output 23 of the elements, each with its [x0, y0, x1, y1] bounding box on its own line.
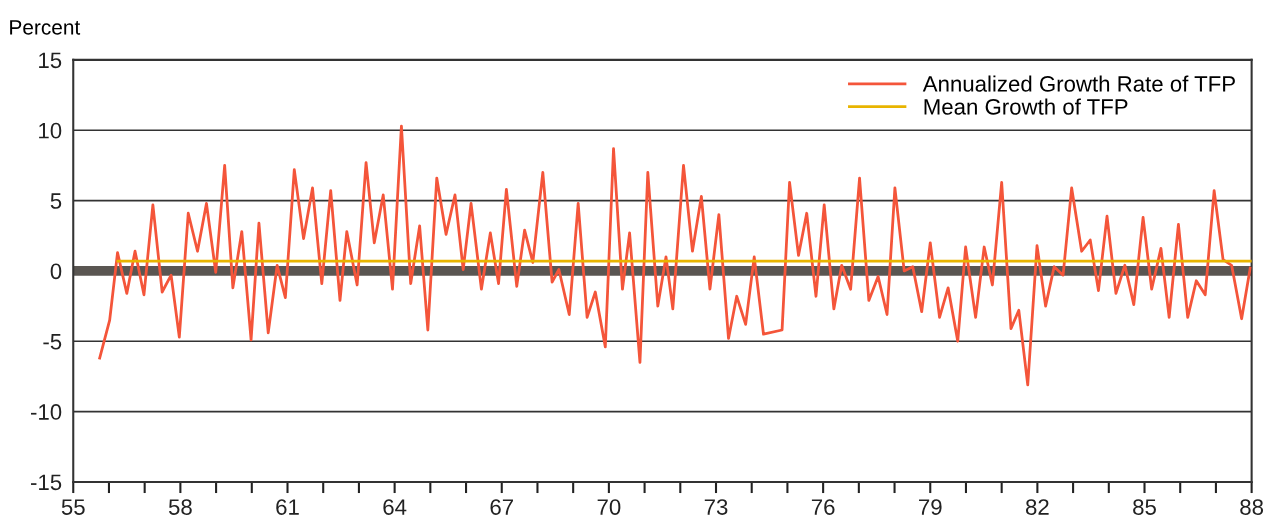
x-tick-label: 64 [383, 499, 407, 515]
line-series [98, 124, 1252, 387]
y-tick-label: 10 [39, 122, 62, 139]
y-tick-label: -10 [31, 404, 62, 420]
y-axis-title: Percent [10, 20, 81, 35]
x-tick-label: 73 [704, 499, 728, 515]
x-tick-label: 82 [1025, 499, 1049, 515]
y-tick-label: 0 [50, 263, 62, 280]
x-tick-label: 88 [1240, 499, 1263, 515]
x-tick-label: 76 [811, 499, 835, 515]
x-tick-label: 55 [61, 499, 85, 515]
x-tick-label: 58 [168, 499, 192, 515]
legend-label: Annualized Growth Rate of TFP [922, 75, 1235, 92]
x-tick-label: 61 [276, 499, 299, 515]
y-tick-label: -5 [43, 334, 62, 350]
x-tick-label: 70 [597, 499, 621, 515]
x-tick-label: 79 [919, 499, 942, 515]
y-tick-label: 15 [39, 52, 62, 69]
x-tick-label: 67 [490, 499, 513, 515]
y-tick-label: -15 [31, 474, 62, 491]
x-tick-label: 85 [1133, 499, 1156, 515]
legend-label: Mean Growth of TFP [924, 98, 1128, 115]
y-tick-label: 5 [50, 193, 62, 209]
